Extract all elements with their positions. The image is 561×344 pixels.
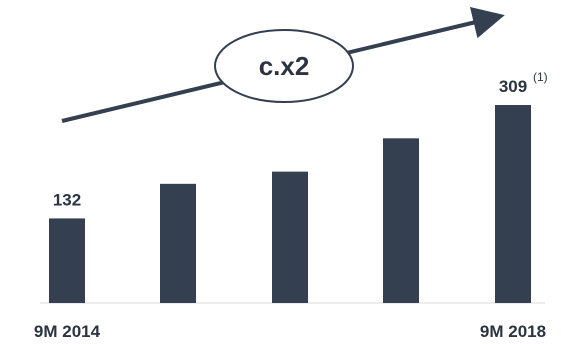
value-labels-group: 132 309 (1) [53, 70, 548, 209]
growth-badge-ellipse [214, 29, 354, 103]
category-label-5: 9M 2018 [480, 322, 546, 341]
growth-badge-text: c.x2 [259, 51, 310, 81]
data-label-1: 132 [53, 190, 81, 209]
bar-5 [495, 105, 531, 303]
bars-group [49, 105, 531, 303]
data-label-5: 309 [499, 77, 527, 96]
category-labels-group: 9M 2014 9M 2018 [34, 322, 546, 341]
bar-2 [160, 183, 196, 303]
bar-3 [272, 171, 308, 303]
category-label-1: 9M 2014 [34, 322, 101, 341]
footnote-marker: (1) [533, 70, 548, 84]
bar-4 [383, 138, 419, 303]
bar-1 [49, 218, 85, 303]
